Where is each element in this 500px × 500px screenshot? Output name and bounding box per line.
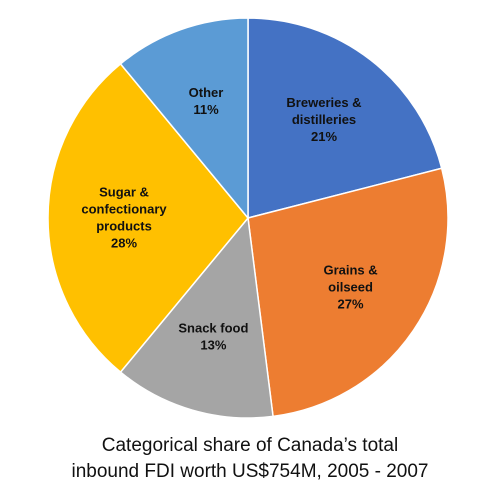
slice-category-label: confectionary — [81, 202, 167, 217]
pie-slice-4 — [119, 17, 249, 221]
slice-value-label: 13% — [200, 338, 226, 353]
pie-slice-label-3: Sugar & confectionary products 28% — [81, 185, 167, 251]
pie-slice-0 — [247, 17, 443, 219]
slice-value-label: 27% — [338, 297, 364, 312]
slice-category-label: Breweries & — [286, 95, 361, 110]
slice-value-label: 21% — [311, 129, 337, 144]
chart-title-line-2: inbound FDI worth US$754M, 2005 - 2007 — [71, 461, 429, 482]
pie-slice-label-4: Other 11% — [189, 85, 224, 117]
pie-slice-2 — [119, 216, 274, 419]
pie-slice-label-1: Grains & oilseed 27% — [323, 263, 377, 312]
slice-category-label: Other — [189, 85, 224, 100]
pie-labels: Breweries & distilleries 21% Grains & oilsee… — [81, 85, 377, 353]
slice-value-label: 28% — [111, 236, 137, 251]
pie-slices — [47, 17, 449, 419]
pie-slice-3 — [47, 62, 249, 374]
pie-slice-1 — [247, 167, 449, 418]
pie-slice-label-2: Snack food 13% — [178, 321, 248, 353]
slice-category-label: oilseed — [328, 280, 373, 295]
pie-slice-label-0: Breweries & distilleries 21% — [286, 95, 361, 144]
slice-category-label: Sugar & — [99, 185, 149, 200]
slice-category-label: Snack food — [178, 321, 248, 336]
pie-chart: Breweries & distilleries 21% Grains & oilsee… — [47, 17, 449, 419]
slice-value-label: 11% — [193, 102, 219, 117]
slice-category-label: distilleries — [292, 112, 356, 127]
slice-category-label: products — [96, 219, 152, 234]
chart-title-line-1: Categorical share of Canada’s total — [101, 435, 399, 456]
slice-category-label: Grains & — [323, 263, 377, 278]
